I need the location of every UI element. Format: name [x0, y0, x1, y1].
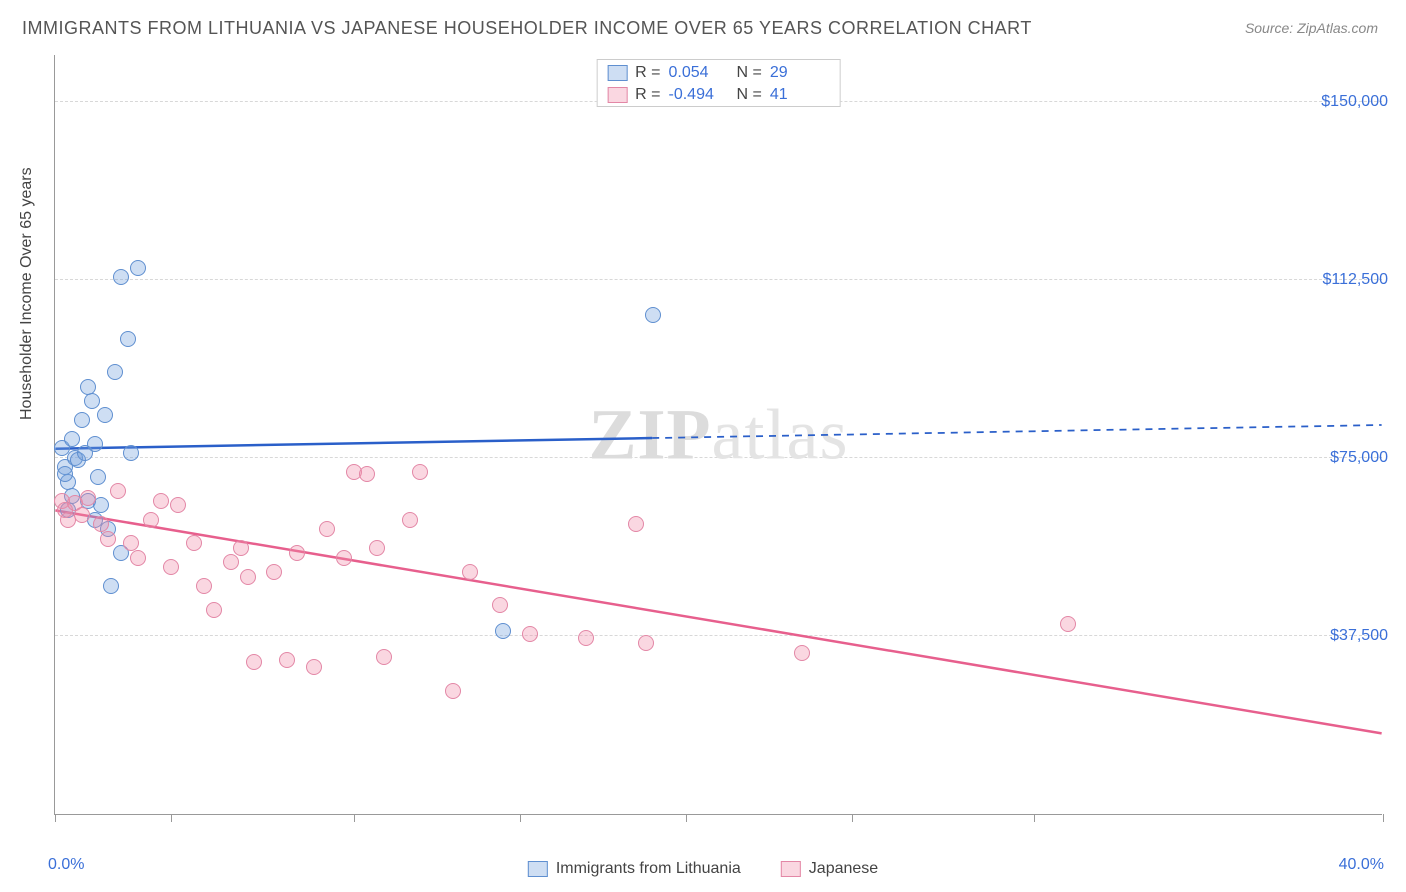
data-point [638, 635, 654, 651]
data-point [100, 531, 116, 547]
data-point [369, 540, 385, 556]
data-point [223, 554, 239, 570]
stat-n-value: 29 [770, 64, 830, 82]
y-axis-label: Householder Income Over 65 years [18, 167, 36, 420]
chart-title: IMMIGRANTS FROM LITHUANIA VS JAPANESE HO… [22, 18, 1032, 39]
legend-item: Japanese [781, 860, 878, 878]
watermark: ZIPatlas [589, 393, 849, 476]
data-point [57, 466, 73, 482]
data-point [246, 654, 262, 670]
data-point [206, 602, 222, 618]
data-point [233, 540, 249, 556]
data-point [196, 578, 212, 594]
data-point [107, 364, 123, 380]
data-point [97, 407, 113, 423]
data-point [522, 626, 538, 642]
stat-r-label: R = [635, 64, 660, 82]
data-point [336, 550, 352, 566]
data-point [90, 469, 106, 485]
data-point [130, 260, 146, 276]
legend-swatch [781, 861, 801, 877]
data-point [412, 464, 428, 480]
data-point [794, 645, 810, 661]
legend-stats-box: R = 0.054 N = 29 R = -0.494 N = 41 [596, 59, 841, 107]
gridline-h [55, 457, 1382, 458]
data-point [376, 649, 392, 665]
x-axis-max-label: 40.0% [1339, 856, 1384, 874]
stat-n-label: N = [737, 64, 762, 82]
plot-area: ZIPatlas R = 0.054 N = 29 R = -0.494 N = 41 [54, 55, 1382, 815]
legend-stats-row: R = 0.054 N = 29 [597, 62, 840, 84]
data-point [110, 483, 126, 499]
x-axis-min-label: 0.0% [48, 856, 84, 874]
data-point [645, 307, 661, 323]
data-point [289, 545, 305, 561]
legend-bottom: Immigrants from Lithuania Japanese [528, 860, 878, 878]
data-point [402, 512, 418, 528]
x-tick [1383, 814, 1384, 822]
data-point [462, 564, 478, 580]
data-point [492, 597, 508, 613]
stat-n-label: N = [737, 86, 762, 104]
stat-r-label: R = [635, 86, 660, 104]
x-tick [686, 814, 687, 822]
data-point [153, 493, 169, 509]
data-point [266, 564, 282, 580]
x-tick [55, 814, 56, 822]
legend-swatch [607, 65, 627, 81]
data-point [186, 535, 202, 551]
y-tick-label: $75,000 [1330, 449, 1388, 467]
legend-label: Japanese [809, 860, 878, 878]
data-point [123, 445, 139, 461]
data-point [84, 393, 100, 409]
gridline-h [55, 635, 1382, 636]
stat-r-value: 0.054 [669, 64, 729, 82]
y-tick-label: $112,500 [1322, 271, 1388, 289]
x-tick [171, 814, 172, 822]
legend-stats-row: R = -0.494 N = 41 [597, 84, 840, 106]
data-point [74, 507, 90, 523]
data-point [1060, 616, 1076, 632]
data-point [163, 559, 179, 575]
data-point [359, 466, 375, 482]
data-point [279, 652, 295, 668]
legend-item: Immigrants from Lithuania [528, 860, 741, 878]
data-point [495, 623, 511, 639]
gridline-h [55, 279, 1382, 280]
data-point [628, 516, 644, 532]
x-tick [354, 814, 355, 822]
chart-source: Source: ZipAtlas.com [1245, 20, 1378, 36]
data-point [103, 578, 119, 594]
x-tick [520, 814, 521, 822]
data-point [306, 659, 322, 675]
regression-lines [55, 55, 1382, 814]
data-point [170, 497, 186, 513]
data-point [120, 331, 136, 347]
x-tick [852, 814, 853, 822]
data-point [240, 569, 256, 585]
y-tick-label: $150,000 [1321, 93, 1388, 111]
stat-n-value: 41 [770, 86, 830, 104]
x-tick [1034, 814, 1035, 822]
data-point [80, 490, 96, 506]
stat-r-value: -0.494 [669, 86, 729, 104]
data-point [64, 431, 80, 447]
data-point [87, 436, 103, 452]
data-point [113, 269, 129, 285]
legend-swatch [607, 87, 627, 103]
data-point [74, 412, 90, 428]
data-point [578, 630, 594, 646]
data-point [130, 550, 146, 566]
data-point [143, 512, 159, 528]
data-point [319, 521, 335, 537]
data-point [445, 683, 461, 699]
legend-swatch [528, 861, 548, 877]
legend-label: Immigrants from Lithuania [556, 860, 741, 878]
y-tick-label: $37,500 [1330, 627, 1388, 645]
